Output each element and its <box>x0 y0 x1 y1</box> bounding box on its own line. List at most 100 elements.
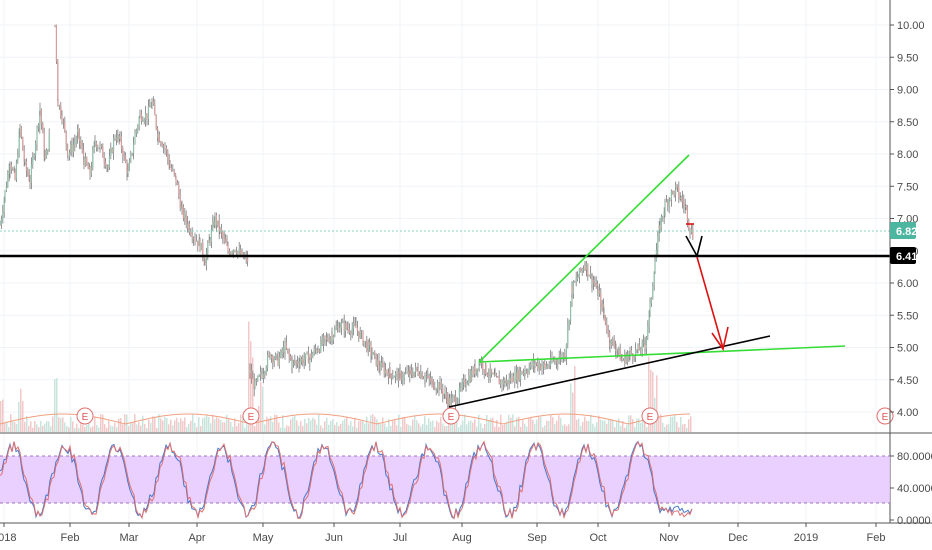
volume-bar <box>248 321 250 432</box>
volume-bar <box>218 418 220 432</box>
volume-bar <box>360 421 362 432</box>
candle-body <box>200 243 202 250</box>
candle-body <box>595 283 597 286</box>
volume-bar <box>60 418 62 432</box>
candle-body <box>471 370 473 381</box>
candle-body <box>489 368 491 376</box>
candle-body <box>442 389 444 396</box>
candle-body <box>544 363 546 366</box>
candle-body <box>264 372 266 375</box>
candle-body <box>288 350 290 357</box>
volume-bar <box>528 418 530 432</box>
candle-body <box>369 342 371 346</box>
candle-body <box>396 371 398 374</box>
candle-body <box>297 361 299 364</box>
candle-body <box>32 157 34 165</box>
volume-bar <box>306 423 308 432</box>
volume-bar <box>272 421 274 432</box>
volume-bar <box>468 421 470 432</box>
volume-bar <box>582 421 584 432</box>
volume-bar <box>186 427 188 432</box>
candle-body <box>15 162 17 180</box>
candle-body <box>447 397 449 406</box>
volume-bar <box>498 426 500 432</box>
volume-bar <box>398 414 400 432</box>
candle-body <box>312 353 314 358</box>
volume-bar <box>556 420 558 432</box>
candle-body <box>504 383 506 386</box>
candle-body <box>5 186 7 191</box>
candle-body <box>660 216 662 230</box>
candle-body <box>118 134 120 140</box>
earnings-marker-label: E <box>248 412 255 423</box>
candle-body <box>270 356 272 359</box>
volume-bar <box>512 414 514 432</box>
earnings-marker[interactable]: E <box>242 407 260 425</box>
candle-body <box>517 369 519 382</box>
volume-bar <box>632 419 634 432</box>
candle-body <box>77 128 79 133</box>
candle-body <box>22 137 24 151</box>
candle-body <box>690 229 692 233</box>
volume-bar <box>532 419 534 432</box>
volume-bar <box>596 422 598 432</box>
candle-body <box>502 380 504 385</box>
candle-body <box>460 387 462 389</box>
candle-body <box>269 353 271 359</box>
time-tick-label: 2019 <box>794 532 818 544</box>
candle-body <box>574 281 576 283</box>
candle-body <box>583 268 585 270</box>
volume-bar <box>58 417 60 432</box>
candle-body <box>592 280 594 283</box>
volume-bar <box>464 414 466 432</box>
volume-bar <box>64 422 66 432</box>
volume-bar <box>428 418 430 432</box>
candle-body <box>193 238 195 239</box>
earnings-marker[interactable]: E <box>876 407 894 425</box>
candle-body <box>530 362 532 368</box>
candle-body <box>465 384 467 386</box>
candle-body <box>154 104 156 116</box>
candle-body <box>25 161 27 171</box>
time-axis[interactable]: 2018 Feb Mar Apr May Jun Jul Aug Sep Oct Nov Dec 201… <box>0 523 885 544</box>
candle-body <box>58 105 60 107</box>
candle-body <box>413 371 415 377</box>
candle-body <box>299 361 301 366</box>
candle-body <box>609 343 611 347</box>
candle-body <box>512 376 514 383</box>
candle-body <box>383 365 385 374</box>
volume-bar <box>194 422 196 432</box>
volume-bar <box>688 419 690 432</box>
candle-body <box>325 337 327 340</box>
volume-bar <box>672 416 674 432</box>
earnings-marker[interactable]: E <box>76 407 94 425</box>
volume-bar <box>178 422 180 432</box>
candle-body <box>14 171 16 180</box>
volume-bar <box>268 418 270 432</box>
volume-bar <box>300 420 302 432</box>
candle-body <box>48 134 50 151</box>
price-axis[interactable]: 4.004.505.005.506.006.507.007.508.008.50… <box>890 20 925 419</box>
volume-bar <box>302 426 304 432</box>
volume-bar <box>192 414 194 432</box>
candle-body <box>327 337 329 341</box>
earnings-marker[interactable]: E <box>442 407 460 425</box>
volume-bar <box>644 417 646 432</box>
earnings-marker[interactable]: E <box>641 407 659 425</box>
candle-body <box>194 238 196 241</box>
volume-bar <box>132 422 134 432</box>
volume-bar <box>538 416 540 432</box>
stochastic-axis[interactable]: 0.0000 40.0000 80.0000 <box>890 451 932 527</box>
candle-body <box>637 344 639 351</box>
volume-bar <box>408 424 410 432</box>
candle-body <box>149 105 151 108</box>
candle-body <box>567 325 569 345</box>
candle-body <box>81 146 83 150</box>
candle-body <box>300 358 302 362</box>
candle-body <box>107 166 109 168</box>
candle-body <box>197 240 199 246</box>
candle-body <box>565 344 567 358</box>
volume-bar <box>206 415 208 432</box>
price-tick-label: 9.00 <box>897 85 918 97</box>
